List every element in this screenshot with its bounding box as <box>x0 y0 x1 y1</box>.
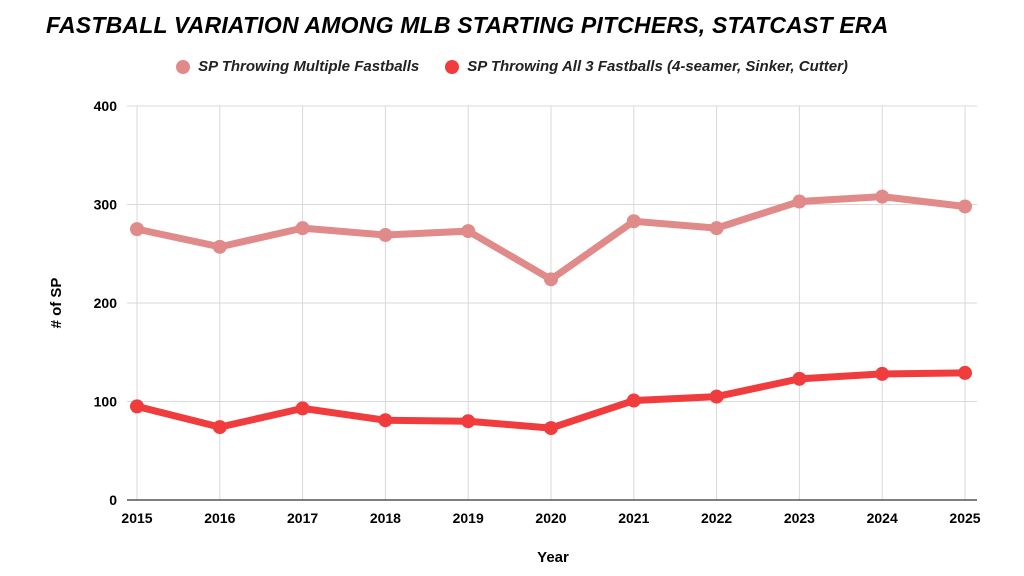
series-1-point <box>212 239 227 254</box>
series-2-point <box>461 414 476 429</box>
series-1-point <box>792 194 807 209</box>
x-tick-label: 2023 <box>784 510 815 526</box>
series-1-point <box>709 221 724 236</box>
x-tick-label: 2022 <box>701 510 732 526</box>
series-2-point <box>130 399 144 414</box>
series-1-point <box>544 272 558 287</box>
series-2-point <box>875 366 890 381</box>
series-2-point <box>295 401 310 416</box>
series-2-point <box>378 413 393 428</box>
series-2-point <box>626 393 641 408</box>
legend: SP Throwing Multiple Fastballs SP Throwi… <box>0 58 1024 75</box>
series-2-point <box>544 421 558 436</box>
x-tick-label: 2021 <box>618 510 649 526</box>
series-1-point <box>461 224 476 239</box>
y-tick-label: 400 <box>94 98 118 114</box>
x-tick-label: 2025 <box>949 510 980 526</box>
x-tick-label: 2024 <box>867 510 898 526</box>
chart-title: FASTBALL VARIATION AMONG MLB STARTING PI… <box>46 12 889 38</box>
legend-marker-series-2 <box>445 59 460 74</box>
legend-item-series-1: SP Throwing Multiple Fastballs <box>176 58 419 75</box>
legend-item-series-2: SP Throwing All 3 Fastballs (4-seamer, S… <box>445 58 848 75</box>
x-tick-label: 2018 <box>370 510 401 526</box>
x-axis-title: Year <box>537 549 569 566</box>
y-tick-label: 0 <box>109 492 117 508</box>
x-tick-label: 2017 <box>287 510 318 526</box>
series-1-point <box>875 189 890 204</box>
x-tick-label: 2015 <box>121 510 152 526</box>
series-1-point <box>130 222 144 237</box>
series-2-point <box>212 420 227 435</box>
x-tick-label: 2016 <box>204 510 235 526</box>
series-2-point <box>792 371 807 386</box>
series-1-point <box>378 228 393 243</box>
x-tick-label: 2019 <box>453 510 484 526</box>
x-tick-label: 2020 <box>535 510 566 526</box>
series-1-point <box>295 221 310 236</box>
legend-label-series-2: SP Throwing All 3 Fastballs (4-seamer, S… <box>467 58 848 75</box>
legend-marker-series-1 <box>176 59 191 74</box>
series-1-point <box>958 199 972 214</box>
series-2-point <box>709 389 724 404</box>
legend-label-series-1: SP Throwing Multiple Fastballs <box>198 58 420 75</box>
series-1-point <box>626 214 641 229</box>
y-tick-label: 100 <box>94 394 118 410</box>
series-2-point <box>958 365 972 380</box>
y-tick-label: 300 <box>94 197 118 213</box>
y-axis-title: # of SP <box>48 278 65 329</box>
y-tick-label: 200 <box>94 295 118 311</box>
